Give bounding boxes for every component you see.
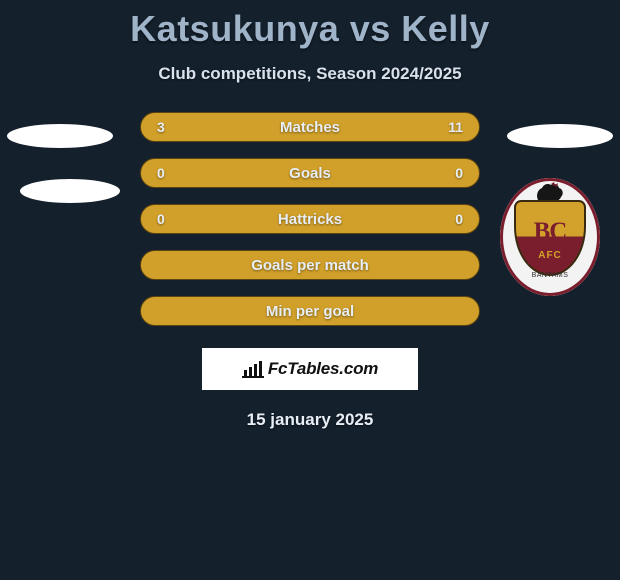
stat-label: Matches xyxy=(280,119,340,136)
crest-text-mid: AFC xyxy=(538,250,562,261)
brand-text: FcTables.com xyxy=(268,359,378,379)
stat-label: Goals xyxy=(289,165,331,182)
page-title: Katsukunya vs Kelly xyxy=(0,0,620,50)
stat-row-hattricks: 0 Hattricks 0 xyxy=(140,204,480,234)
player-left-placeholder-1 xyxy=(7,124,113,148)
brand-badge[interactable]: FcTables.com xyxy=(202,348,418,390)
bar-chart-icon xyxy=(242,360,264,378)
stat-label: Min per goal xyxy=(266,303,354,320)
stat-left-value: 0 xyxy=(157,211,165,227)
player-right-placeholder xyxy=(507,124,613,148)
stat-label: Hattricks xyxy=(278,211,342,228)
player-left-placeholder-2 xyxy=(20,179,120,203)
stat-row-min-per-goal: Min per goal xyxy=(140,296,480,326)
stat-right-value: 0 xyxy=(455,165,463,181)
stat-row-matches: 3 Matches 11 xyxy=(140,112,480,142)
crest-text-bottom: BANTAMS xyxy=(532,272,569,279)
stat-left-value: 3 xyxy=(157,119,165,135)
stat-left-value: 0 xyxy=(157,165,165,181)
crest-circle: BC AFC BANTAMS xyxy=(500,178,600,296)
stat-right-value: 0 xyxy=(455,211,463,227)
stat-label: Goals per match xyxy=(251,257,369,274)
stat-row-goals: 0 Goals 0 xyxy=(140,158,480,188)
crest-text-top: BC xyxy=(534,218,567,246)
date-label: 15 january 2025 xyxy=(0,410,620,430)
page-subtitle: Club competitions, Season 2024/2025 xyxy=(0,64,620,84)
stat-right-value: 11 xyxy=(448,119,463,135)
stat-row-goals-per-match: Goals per match xyxy=(140,250,480,280)
club-crest: BC AFC BANTAMS xyxy=(500,178,600,298)
